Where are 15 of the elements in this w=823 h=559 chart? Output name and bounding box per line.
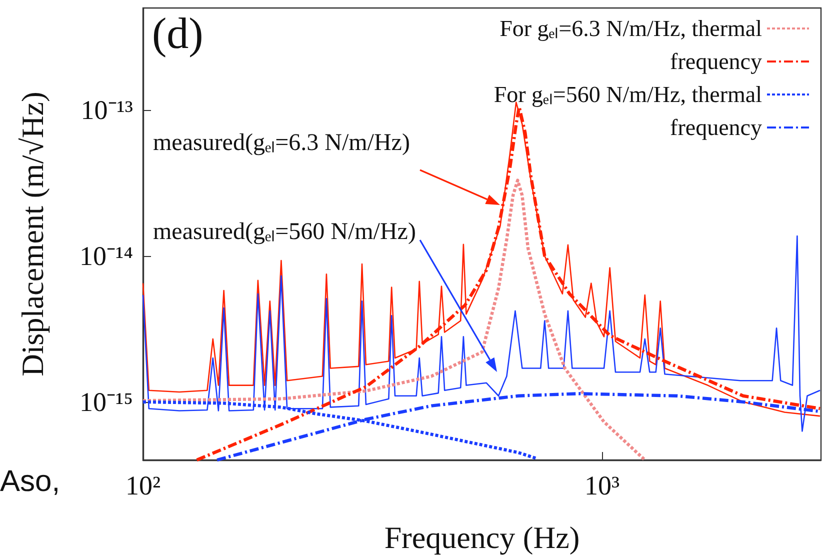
y-tick-label: 10⁻¹⁵ [79,386,133,417]
y-tick-label: 10⁻¹⁴ [79,240,133,271]
text: Aso, [0,465,60,499]
annotation: (d) [152,8,204,59]
legend-label: For gₑₗ=6.3 N/m/Hz, thermal [500,16,762,41]
y-tick-label: 10⁻¹³ [80,95,133,126]
y-axis-title: Displacement (m/√Hz) [15,92,50,376]
legend-label: frequency [670,115,762,140]
x-tick-label: 10² [125,470,161,500]
x-tick-label: 10³ [584,470,620,500]
annotation: measured(gₑₗ=6.3 N/m/Hz) [153,129,410,157]
legend-label: For gₑₗ=560 N/m/Hz, thermal [494,82,762,107]
annotation: measured(gₑₗ=560 N/m/Hz) [153,218,416,246]
x-axis-title: Frequency (Hz) [384,520,580,555]
legend-label: frequency [670,49,762,74]
